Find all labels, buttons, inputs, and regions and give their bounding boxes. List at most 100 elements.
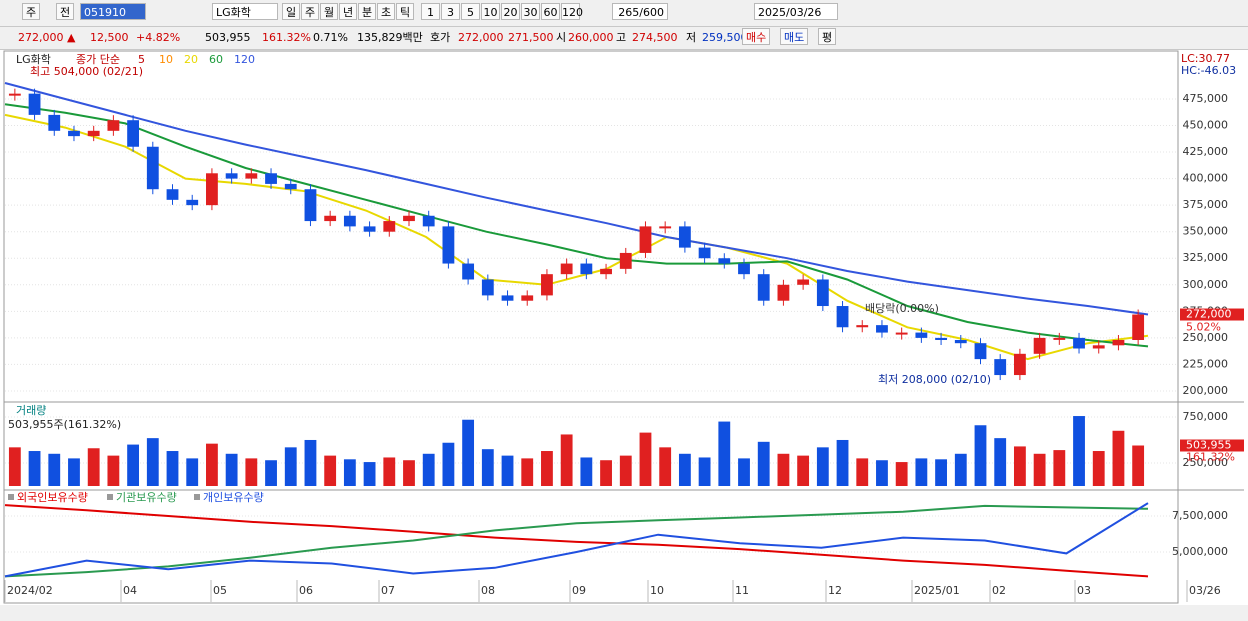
unit-button[interactable]: 주 — [301, 3, 319, 20]
unit-button[interactable]: 5 — [461, 3, 480, 20]
candle — [245, 173, 258, 179]
toolbar: 주 전 051910 LG화학 일 주 월 년 분 초 틱 1 3 5 10 20 30 60 120 26… — [0, 0, 1248, 27]
unit-button[interactable]: 30 — [521, 3, 540, 20]
candle — [974, 343, 987, 360]
unit-button[interactable]: 월 — [320, 3, 338, 20]
volume-bar — [68, 458, 80, 486]
unit-button[interactable]: 년 — [339, 3, 357, 20]
ma-legend: 120 — [234, 53, 255, 66]
high: 274,500 — [632, 31, 678, 44]
candle — [107, 120, 120, 131]
unit-button[interactable]: 1 — [421, 3, 440, 20]
candle — [895, 332, 908, 335]
stock-name[interactable]: LG화학 — [212, 3, 278, 20]
candle — [797, 279, 810, 285]
volume-bar — [974, 425, 987, 486]
avg-button[interactable]: 평 — [818, 28, 837, 45]
pane-title: 거래량 — [16, 404, 46, 417]
unit-button[interactable]: 틱 — [396, 3, 414, 20]
volume-bar — [481, 449, 494, 486]
volume-bar — [265, 460, 277, 486]
y-tick-label: 450,000 — [1183, 119, 1229, 132]
volume: 503,955 — [205, 31, 251, 44]
volume-bar — [541, 451, 553, 486]
volume-bar — [87, 448, 100, 486]
price-marker — [1180, 308, 1244, 321]
unit-button[interactable]: 3 — [441, 3, 460, 20]
candle — [600, 268, 612, 275]
volume-bar — [8, 447, 21, 486]
y-tick-label: 375,000 — [1183, 198, 1229, 211]
bid-label: 호가 — [430, 31, 451, 44]
x-tick-label: 12 — [828, 584, 842, 597]
candle — [206, 173, 218, 206]
candle — [777, 284, 790, 301]
volume-marker — [1180, 439, 1244, 452]
x-tick-label: 03 — [1077, 584, 1091, 597]
x-tick-label: 10 — [650, 584, 664, 597]
candle — [166, 189, 179, 200]
candle — [481, 279, 494, 296]
candle — [462, 263, 475, 280]
y-tick-label: 250,000 — [1183, 456, 1229, 469]
y-tick-label: 300,000 — [1183, 278, 1229, 291]
sell-button[interactable]: 매도 — [780, 28, 809, 45]
pane-subtitle: 503,955주(161.32%) — [8, 418, 121, 431]
y-tick-label: 400,000 — [1183, 172, 1229, 185]
scrollbar[interactable] — [0, 605, 1248, 621]
unit-button[interactable]: 10 — [481, 3, 500, 20]
candle — [265, 173, 277, 184]
volume-bar — [422, 453, 435, 486]
candle — [678, 226, 691, 248]
low-label: 저 — [686, 31, 697, 44]
y-tick-label: 475,000 — [1183, 92, 1229, 105]
unit-button[interactable]: 일 — [282, 3, 300, 20]
ask: 272,000 — [458, 31, 504, 44]
ma-legend: 5 — [138, 53, 145, 66]
turnover: 0.71% — [313, 31, 348, 44]
candle — [1053, 337, 1066, 340]
unit-button[interactable]: 초 — [377, 3, 395, 20]
unit-button[interactable]: 분 — [358, 3, 376, 20]
x-tick-label: 08 — [481, 584, 495, 597]
volume-bar — [284, 447, 297, 486]
holding-line — [4, 504, 1149, 578]
candle — [403, 215, 415, 222]
volume-bar — [127, 444, 140, 486]
code-input[interactable]: 051910 — [80, 3, 146, 20]
right-label: LC:30.77 — [1181, 52, 1230, 65]
unit-button[interactable]: 60 — [541, 3, 560, 20]
candle — [698, 247, 711, 259]
volume-bar — [501, 455, 514, 486]
holding-line — [4, 502, 1149, 578]
annotation: 최저 208,000 (02/10) — [878, 373, 991, 386]
volume-bar — [304, 439, 317, 486]
candle — [225, 173, 238, 179]
prev[interactable]: 전 — [56, 3, 75, 20]
x-tick-label: 02 — [992, 584, 1006, 597]
legend-swatch — [194, 494, 200, 500]
y-tick-label: 5,000,000 — [1172, 545, 1228, 558]
candle — [363, 226, 376, 232]
volume-bar — [777, 453, 790, 486]
candle — [915, 332, 928, 338]
unit-button[interactable]: 120 — [561, 3, 583, 20]
volume-bar — [1092, 451, 1105, 486]
count[interactable]: 265/600 — [612, 3, 668, 20]
candle — [876, 325, 888, 333]
unit-button[interactable]: 20 — [501, 3, 520, 20]
candle — [757, 274, 770, 301]
period[interactable]: 주 — [22, 3, 41, 20]
y-tick-label: 200,000 — [1183, 384, 1229, 397]
vol-ratio: 161.32% — [262, 31, 311, 44]
open-label: 시 — [556, 31, 567, 44]
volume-bar — [403, 460, 415, 486]
date[interactable]: 2025/03/26 — [754, 3, 838, 20]
open: 260,000 — [568, 31, 614, 44]
volume-bar — [1073, 416, 1085, 486]
count-value: 265 — [618, 6, 640, 19]
candle — [422, 215, 435, 227]
buy-button[interactable]: 매수 — [742, 28, 771, 45]
ma-line — [4, 82, 1149, 316]
candle — [1033, 337, 1046, 354]
